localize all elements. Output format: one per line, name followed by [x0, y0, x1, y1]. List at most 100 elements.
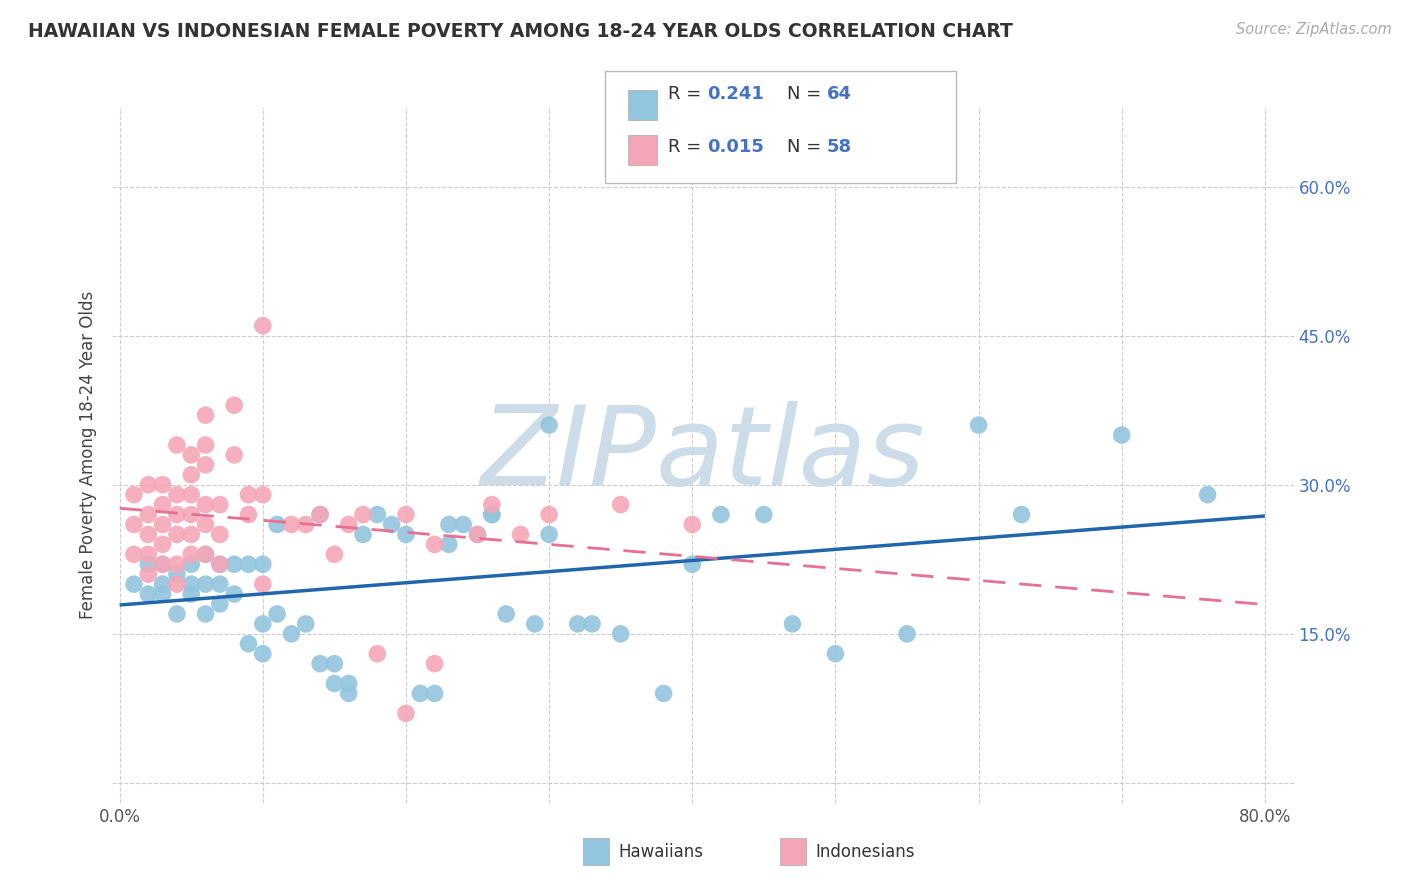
Point: [266, 517, 288, 532]
Point: [681, 517, 703, 532]
Point: [152, 537, 174, 551]
Point: [294, 616, 316, 631]
Point: [280, 517, 302, 532]
Point: [481, 498, 503, 512]
Point: [136, 558, 159, 572]
Point: [824, 647, 846, 661]
Point: [451, 517, 474, 532]
Point: [481, 508, 503, 522]
Point: [337, 686, 360, 700]
Point: [366, 508, 388, 522]
Point: [208, 577, 231, 591]
Point: [152, 498, 174, 512]
Text: Indonesians: Indonesians: [815, 843, 915, 861]
Point: [323, 547, 346, 561]
Point: [252, 616, 274, 631]
Point: [509, 527, 531, 541]
Point: [238, 558, 260, 572]
Point: [652, 686, 675, 700]
Point: [194, 577, 217, 591]
Text: 0.015: 0.015: [707, 138, 763, 156]
Point: [166, 577, 188, 591]
Point: [352, 527, 374, 541]
Point: [180, 527, 202, 541]
Text: Source: ZipAtlas.com: Source: ZipAtlas.com: [1236, 22, 1392, 37]
Point: [967, 418, 990, 433]
Point: [252, 647, 274, 661]
Point: [252, 318, 274, 333]
Point: [1111, 428, 1133, 442]
Point: [782, 616, 804, 631]
Point: [309, 508, 332, 522]
Point: [467, 527, 489, 541]
Point: [395, 527, 418, 541]
Point: [224, 398, 246, 412]
Point: [208, 498, 231, 512]
Point: [122, 547, 145, 561]
Point: [152, 558, 174, 572]
Point: [280, 627, 302, 641]
Point: [323, 676, 346, 690]
Point: [194, 458, 217, 472]
Point: [337, 676, 360, 690]
Point: [152, 477, 174, 491]
Point: [122, 517, 145, 532]
Point: [194, 517, 217, 532]
Point: [180, 488, 202, 502]
Point: [352, 508, 374, 522]
Point: [294, 517, 316, 532]
Point: [238, 508, 260, 522]
Point: [136, 477, 159, 491]
Text: HAWAIIAN VS INDONESIAN FEMALE POVERTY AMONG 18-24 YEAR OLDS CORRELATION CHART: HAWAIIAN VS INDONESIAN FEMALE POVERTY AM…: [28, 22, 1012, 41]
Point: [238, 637, 260, 651]
Point: [467, 527, 489, 541]
Point: [538, 527, 561, 541]
Text: 58: 58: [827, 138, 852, 156]
Point: [395, 706, 418, 721]
Text: ZIPatlas: ZIPatlas: [481, 401, 925, 508]
Point: [152, 577, 174, 591]
Point: [252, 488, 274, 502]
Point: [896, 627, 918, 641]
Point: [194, 547, 217, 561]
Point: [581, 616, 603, 631]
Point: [309, 657, 332, 671]
Point: [437, 517, 460, 532]
Point: [122, 488, 145, 502]
Point: [238, 488, 260, 502]
Point: [423, 686, 446, 700]
Point: [609, 498, 631, 512]
Point: [681, 558, 703, 572]
Point: [136, 587, 159, 601]
Point: [152, 558, 174, 572]
Point: [166, 508, 188, 522]
Point: [309, 508, 332, 522]
Point: [136, 527, 159, 541]
Point: [208, 558, 231, 572]
Point: [538, 418, 561, 433]
Point: [567, 616, 589, 631]
Point: [166, 607, 188, 621]
Point: [166, 438, 188, 452]
Text: N =: N =: [787, 138, 827, 156]
Point: [208, 527, 231, 541]
Point: [381, 517, 404, 532]
Point: [423, 657, 446, 671]
Point: [224, 587, 246, 601]
Point: [481, 508, 503, 522]
Point: [180, 448, 202, 462]
Point: [180, 547, 202, 561]
Point: [166, 558, 188, 572]
Point: [366, 647, 388, 661]
Point: [337, 517, 360, 532]
Point: [1011, 508, 1033, 522]
Point: [252, 577, 274, 591]
Point: [152, 517, 174, 532]
Point: [538, 508, 561, 522]
Point: [437, 537, 460, 551]
Point: [495, 607, 517, 621]
Point: [523, 616, 546, 631]
Point: [136, 508, 159, 522]
Point: [409, 686, 432, 700]
Point: [136, 547, 159, 561]
